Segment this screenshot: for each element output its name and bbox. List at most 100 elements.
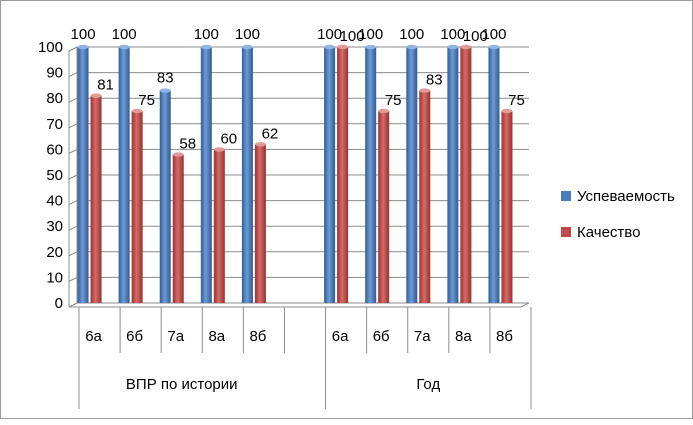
bar-top-cap xyxy=(159,88,171,93)
bar-top-cap xyxy=(488,44,500,50)
gridline-depth xyxy=(68,72,78,78)
bar-uspevaemost xyxy=(118,47,130,303)
data-label: 100 xyxy=(463,28,488,45)
category-axis-layer: 6а 6б 7а 8а 8б ВПР по истории 6а 6б 7а 8а 8б Год xyxy=(78,307,532,409)
bar-top-cap xyxy=(501,108,513,114)
bar-kachestvo xyxy=(213,149,225,303)
gridline-depth xyxy=(68,302,78,308)
bar-top-cap xyxy=(378,108,390,114)
data-label: 100 xyxy=(194,26,219,43)
gridline-depth xyxy=(68,225,78,231)
bar-top-cap xyxy=(447,44,459,50)
data-label: 100 xyxy=(440,26,465,43)
data-label: 83 xyxy=(426,72,443,89)
data-label: 75 xyxy=(508,92,525,109)
gridline-depth xyxy=(68,251,78,257)
legend: Успеваемость Качество xyxy=(561,188,675,241)
category-label: 7а xyxy=(414,328,431,345)
y-tick-label: 0 xyxy=(55,295,63,312)
bar-top-cap xyxy=(324,44,336,50)
bar-uspevaemost xyxy=(241,47,253,303)
floor-right-edge xyxy=(520,302,530,308)
axis-layer: 0 10 20 30 40 50 60 70 80 90 100 xyxy=(38,39,530,312)
bar-kachestvo xyxy=(131,111,143,303)
gridline-depth xyxy=(68,148,78,154)
y-tick-label: 90 xyxy=(46,65,63,82)
data-label: 62 xyxy=(262,125,279,142)
category-label: 8б xyxy=(249,328,266,345)
gridline-depth xyxy=(68,97,78,103)
bar-kachestvo xyxy=(378,111,390,303)
data-label: 75 xyxy=(138,92,155,109)
gridline-depth xyxy=(68,46,78,52)
bar-uspevaemost xyxy=(488,47,500,303)
bar-uspevaemost xyxy=(324,47,336,303)
bar-uspevaemost xyxy=(406,47,418,303)
data-label: 75 xyxy=(385,92,402,109)
category-label: 8б xyxy=(496,328,513,345)
bar-kachestvo xyxy=(172,154,184,303)
bar-kachestvo xyxy=(460,47,472,303)
gridline-depth xyxy=(68,123,78,129)
bar-top-cap xyxy=(365,44,377,50)
bar-top-cap xyxy=(241,44,253,50)
category-label: 6а xyxy=(85,328,102,345)
y-tick-label: 60 xyxy=(46,141,63,158)
bar-kachestvo xyxy=(337,47,349,303)
y-tick-label: 50 xyxy=(46,167,63,184)
bar-top-cap xyxy=(200,44,212,50)
bar-top-cap xyxy=(254,142,266,147)
bars-layer xyxy=(77,44,513,304)
y-tick-label: 70 xyxy=(46,116,63,133)
data-label: 81 xyxy=(97,77,114,94)
y-tick-label: 30 xyxy=(46,218,63,235)
data-label: 100 xyxy=(481,26,506,43)
bar-kachestvo xyxy=(254,144,266,303)
y-tick-label: 10 xyxy=(46,269,63,286)
data-label: 58 xyxy=(179,136,196,153)
data-label: 83 xyxy=(157,70,174,87)
group-label: ВПР по истории xyxy=(126,376,238,393)
data-label: 100 xyxy=(235,26,260,43)
bar-top-cap xyxy=(213,147,225,152)
legend-label: Качество xyxy=(577,224,640,241)
bar-uspevaemost xyxy=(77,47,89,303)
bar-kachestvo xyxy=(90,95,102,303)
y-tick-label: 100 xyxy=(38,39,63,56)
bar-top-cap xyxy=(337,44,349,50)
gridline-depth xyxy=(68,200,78,206)
y-tick-label: 20 xyxy=(46,244,63,261)
bar-top-cap xyxy=(131,108,143,114)
data-labels-layer: 1008110075835810060100621001001007510083… xyxy=(71,26,525,153)
category-label: 6б xyxy=(373,328,390,345)
bar-kachestvo xyxy=(501,111,513,303)
bar-top-cap xyxy=(118,44,130,50)
bar-uspevaemost xyxy=(447,47,459,303)
bar-top-cap xyxy=(419,88,431,93)
bar-kachestvo xyxy=(419,90,431,304)
group-label: Год xyxy=(416,376,440,393)
data-label: 60 xyxy=(220,130,237,147)
legend-swatch xyxy=(561,227,571,237)
gridline-depth xyxy=(68,174,78,180)
bar-uspevaemost xyxy=(200,47,212,303)
bar-top-cap xyxy=(77,44,89,50)
data-label: 100 xyxy=(317,26,342,43)
category-label: 6б xyxy=(126,328,143,345)
data-label: 100 xyxy=(399,26,424,43)
data-label: 100 xyxy=(340,28,365,45)
data-label: 100 xyxy=(71,26,96,43)
category-label: 8а xyxy=(455,328,472,345)
data-label: 100 xyxy=(112,26,137,43)
data-label: 100 xyxy=(358,26,383,43)
bar-top-cap xyxy=(460,44,472,50)
bar-top-cap xyxy=(406,44,418,50)
category-label: 7а xyxy=(167,328,184,345)
bar-top-cap xyxy=(90,93,102,98)
gridline-depth xyxy=(68,276,78,282)
bar-uspevaemost xyxy=(365,47,377,303)
bar-top-cap xyxy=(172,152,184,157)
legend-swatch xyxy=(561,191,571,201)
